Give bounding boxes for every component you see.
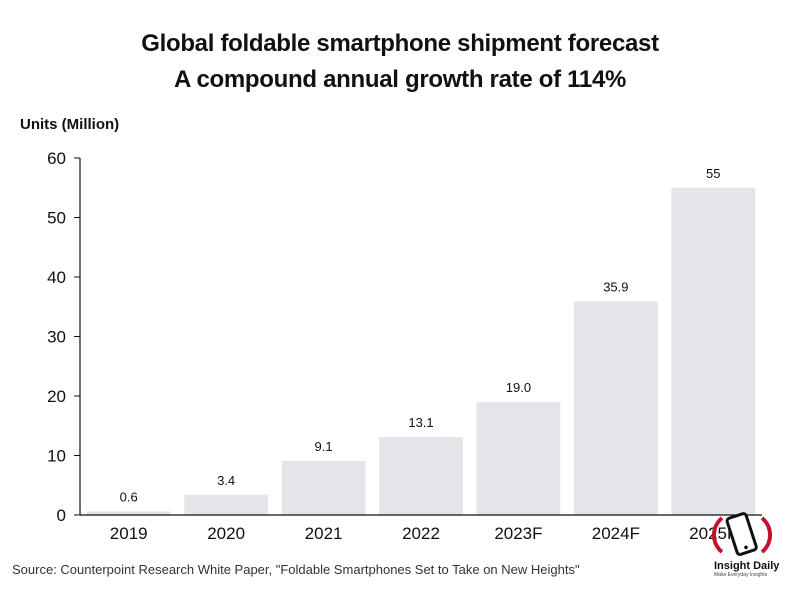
data-label: 13.1 (408, 415, 433, 430)
y-tick-label: 50 (47, 209, 66, 228)
data-label: 9.1 (315, 439, 333, 454)
y-tick-label: 40 (47, 268, 66, 287)
y-tick-label: 10 (47, 447, 66, 466)
bar (476, 401, 561, 515)
brand-logo: Insight Daily Make Everyday Insights (711, 510, 792, 578)
bar (86, 511, 171, 515)
data-label: 19.0 (506, 380, 531, 395)
x-tick-label: 2021 (305, 524, 343, 543)
x-tick-label: 2020 (207, 524, 245, 543)
bar (573, 301, 658, 515)
chart-subtitle: A compound annual growth rate of 114% (173, 66, 627, 93)
data-label: 3.4 (217, 473, 235, 488)
bar (184, 494, 269, 515)
bar (379, 437, 463, 515)
y-tick-label: 0 (57, 506, 66, 525)
x-tick-label: 2022 (402, 524, 440, 543)
brand-tagline: Make Everyday Insights (714, 572, 768, 578)
bar (671, 187, 756, 515)
brand-name: Insight Daily (714, 560, 780, 572)
bar (281, 460, 366, 515)
x-tick-label: 2019 (110, 524, 148, 543)
x-tick-label: 2024F (592, 524, 640, 543)
data-label: 35.9 (603, 279, 628, 294)
y-axis-label: Units (Million) (20, 116, 120, 133)
source-note: Source: Counterpoint Research White Pape… (12, 562, 580, 577)
x-tick-label: 2023F (494, 524, 542, 543)
smartphone-signal-icon (711, 512, 773, 556)
y-tick-label: 30 (47, 328, 66, 347)
chart-title: Global foldable smartphone shipment fore… (141, 30, 659, 57)
data-label: 55 (706, 166, 720, 181)
data-label: 0.6 (120, 489, 138, 504)
y-tick-label: 60 (47, 149, 66, 168)
y-tick-label: 20 (47, 387, 66, 406)
